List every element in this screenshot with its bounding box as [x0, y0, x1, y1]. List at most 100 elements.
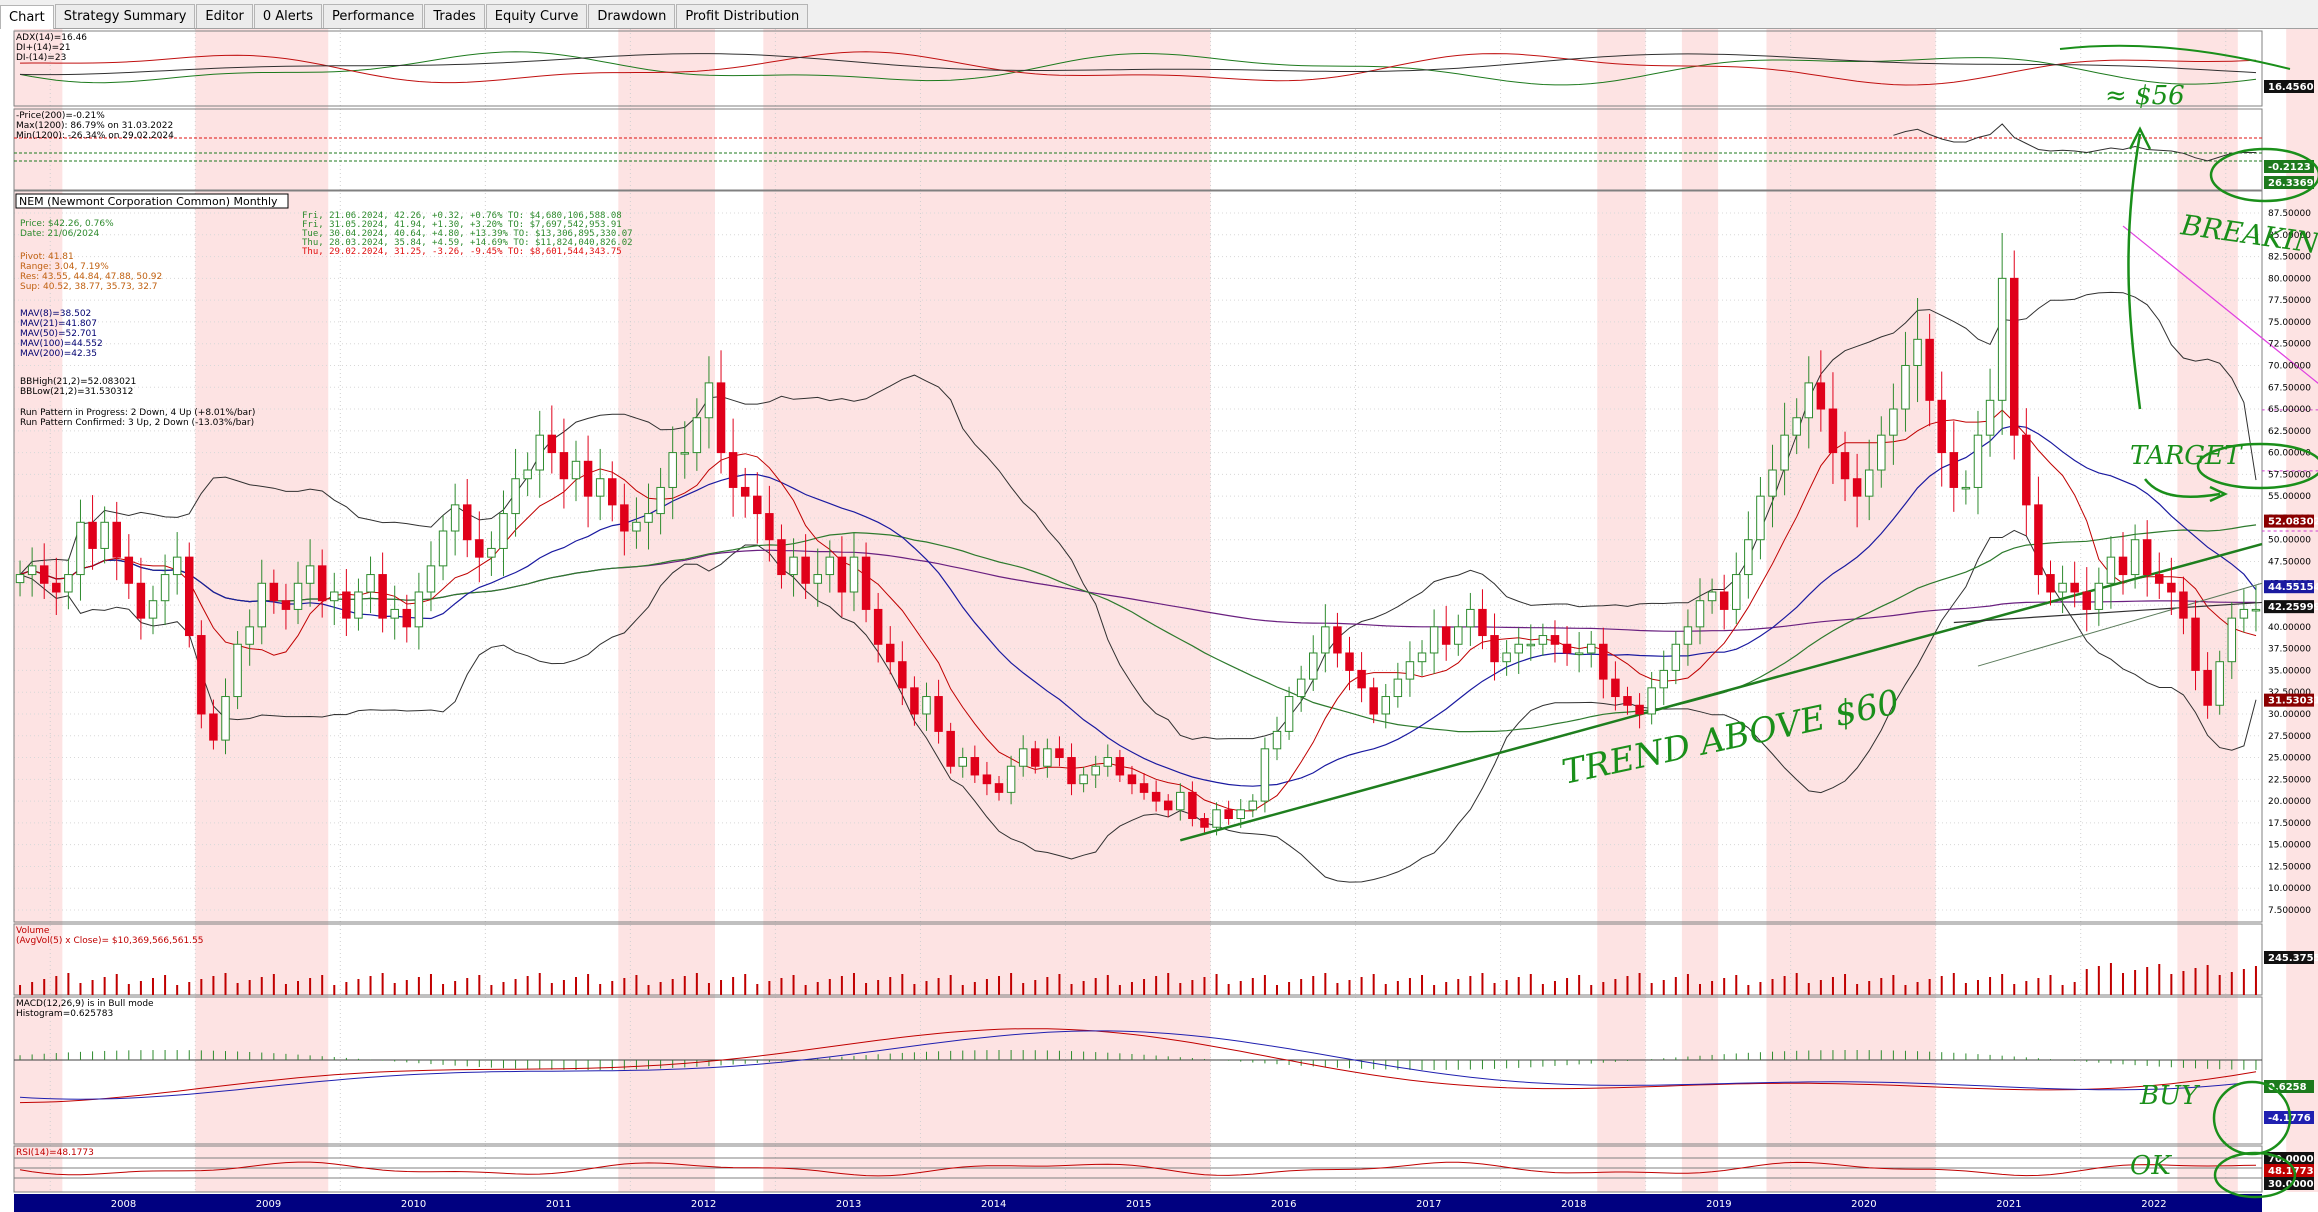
- volume-bar: [2158, 964, 2161, 995]
- candle-body: [1393, 678, 1403, 698]
- shaded-region-3: [763, 29, 1211, 1192]
- candle: [2106, 536, 2116, 609]
- tab-0-alerts[interactable]: 0 Alerts: [253, 4, 322, 28]
- candle-body: [64, 574, 73, 593]
- volume-bar: [1614, 979, 1617, 995]
- volume-bar: [1892, 975, 1895, 995]
- candle: [88, 495, 97, 570]
- candle-body: [1248, 800, 1258, 811]
- x-tick-label: 2015: [1126, 1199, 1151, 1210]
- candle: [1961, 470, 1971, 505]
- adx-scribble: [2059, 44, 2291, 70]
- candle: [1707, 578, 1717, 614]
- candle: [2251, 585, 2261, 632]
- candle-body: [88, 521, 97, 549]
- candle: [1163, 794, 1173, 818]
- y-tick-label: 82.50000: [2268, 253, 2311, 263]
- candle-body: [1780, 434, 1789, 471]
- volume-bar: [1433, 985, 1436, 995]
- tab-strategy-summary[interactable]: Strategy Summary: [54, 4, 196, 28]
- candle: [1599, 627, 1608, 699]
- tab-equity-curve[interactable]: Equity Curve: [485, 4, 588, 28]
- candle: [414, 572, 424, 650]
- tab-chart[interactable]: Chart: [0, 5, 54, 29]
- volume-bar: [1553, 981, 1556, 995]
- tab-profit-distribution[interactable]: Profit Distribution: [676, 4, 809, 28]
- volume-bar: [248, 980, 251, 995]
- volume-bar: [1626, 976, 1629, 995]
- candle-body: [801, 556, 810, 584]
- volume-bar: [1771, 979, 1774, 995]
- candle: [1804, 356, 1814, 449]
- volume-bar: [2049, 975, 2052, 995]
- tab-trades[interactable]: Trades: [424, 4, 485, 28]
- price-badge: 44.551542: [2268, 582, 2318, 593]
- candle-body: [354, 591, 363, 619]
- pivot-info: Res: 43.55, 44.84, 47.88, 50.92: [20, 272, 162, 282]
- volume-bar: [1916, 982, 1919, 995]
- y-tick-label: 30.00000: [2268, 710, 2311, 720]
- y-tick-label: 22.50000: [2268, 775, 2311, 785]
- tab-bar: Chart Strategy Summary Editor 0 Alerts Perfo…: [0, 0, 2318, 29]
- volume-bar: [575, 977, 577, 995]
- y-tick-label: 55.00000: [2268, 492, 2311, 502]
- candle: [209, 699, 218, 750]
- candle-body: [1284, 696, 1294, 732]
- candle-body: [499, 513, 508, 549]
- candle: [1151, 780, 1161, 812]
- volume-bar: [19, 985, 22, 995]
- volume-bar: [1505, 980, 1508, 995]
- mav-info: MAV(50)=52.701: [20, 329, 97, 339]
- adx-label: DI-(14)=23: [16, 53, 66, 63]
- x-tick-label: 2009: [256, 1199, 281, 1210]
- volume-bar: [671, 979, 674, 995]
- volume-bar: [1227, 984, 1230, 995]
- candle: [1816, 350, 1826, 432]
- candle-body: [1454, 626, 1463, 645]
- candle: [2046, 560, 2055, 606]
- candle: [475, 511, 484, 583]
- volume-bar: [744, 974, 747, 995]
- candle-body: [1260, 748, 1270, 802]
- candle-body: [1055, 748, 1064, 759]
- volume-bar: [1251, 978, 1254, 995]
- chart-area[interactable]: 61.8% 64.950.0% 57.938.2% 51ADX(14)=16.4…: [0, 29, 2318, 1212]
- candle-body: [970, 757, 980, 776]
- panel-frame-rsi: [13, 1145, 2263, 1193]
- y-tick-label: 80.00000: [2268, 274, 2311, 284]
- trendline: [1179, 542, 2263, 842]
- volume-bar: [1070, 984, 1073, 995]
- candle-body: [632, 521, 641, 532]
- volume-bar: [1058, 974, 1061, 995]
- candle-body: [233, 643, 242, 698]
- candle-body: [245, 626, 254, 645]
- volume-bar: [1167, 973, 1170, 995]
- tab-performance[interactable]: Performance: [323, 4, 424, 28]
- candle-body: [52, 582, 61, 593]
- candle: [1405, 641, 1415, 697]
- candle: [1224, 800, 1233, 825]
- adx-badge-bg: [2264, 80, 2314, 93]
- candle: [946, 722, 955, 774]
- candle-body: [1671, 643, 1681, 671]
- candle: [52, 557, 61, 615]
- candle-body: [1864, 469, 1874, 497]
- candle: [1248, 794, 1258, 818]
- volume-bar: [1324, 973, 1327, 995]
- tab-drawdown[interactable]: Drawdown: [588, 4, 676, 28]
- candle: [644, 483, 653, 550]
- volume-bar: [1457, 979, 1460, 995]
- candle-body: [1006, 765, 1016, 793]
- tab-editor[interactable]: Editor: [196, 4, 253, 28]
- candle: [1526, 624, 1536, 661]
- candle: [1937, 371, 1946, 487]
- volume-bar: [1312, 976, 1315, 995]
- candle: [1659, 650, 1668, 706]
- price200-label: -Price(200)=-0.21%: [16, 111, 105, 121]
- y-tick-label: 47.50000: [2268, 558, 2311, 568]
- candle-body: [2046, 574, 2055, 593]
- candle-body: [1357, 669, 1366, 689]
- candle: [1091, 755, 1100, 788]
- di-plus-line: [19, 51, 2257, 86]
- volume-bar: [1638, 973, 1641, 995]
